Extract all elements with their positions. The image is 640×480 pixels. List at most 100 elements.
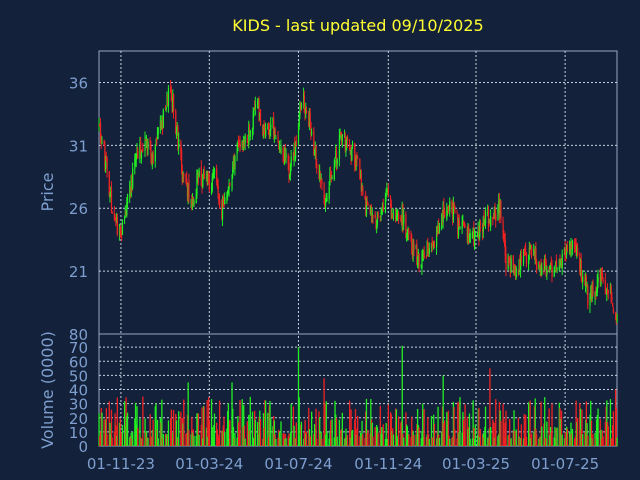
- volume-bar: [134, 418, 136, 446]
- price-candle-body: [581, 277, 583, 281]
- price-candle-body: [571, 244, 573, 249]
- x-tick-label: 01-11-24: [354, 455, 422, 473]
- volume-bar: [325, 401, 327, 446]
- volume-tick-label: 40: [69, 382, 88, 400]
- volume-bar: [161, 437, 164, 446]
- price-candle-body: [99, 124, 101, 127]
- price-candle-body: [156, 138, 158, 141]
- volume-bar: [141, 438, 143, 446]
- price-candle-body: [335, 152, 338, 164]
- price-candle-body: [395, 215, 397, 221]
- price-candle-body: [275, 137, 277, 139]
- volume-bar: [484, 406, 487, 446]
- price-candle-body: [432, 244, 434, 246]
- volume-bar: [152, 419, 154, 446]
- volume-bar: [379, 406, 381, 446]
- price-candle-body: [524, 249, 526, 252]
- price-candle-body: [339, 134, 341, 138]
- volume-bar: [244, 438, 246, 446]
- price-candle-body: [396, 215, 398, 219]
- volume-bar: [517, 417, 520, 446]
- volume-bar: [555, 428, 558, 446]
- price-candle-body: [285, 154, 287, 157]
- volume-bar: [411, 429, 414, 446]
- volume-bar: [104, 419, 107, 446]
- price-candle-body: [324, 198, 326, 208]
- price-candle-body: [564, 248, 566, 257]
- price-candle-body: [229, 182, 231, 187]
- price-candle-body: [121, 219, 124, 235]
- volume-bar: [508, 434, 510, 446]
- volume-bar: [595, 438, 597, 446]
- price-candle-body: [314, 148, 316, 155]
- price-candle-body: [589, 296, 591, 306]
- price-candle-body: [131, 173, 133, 186]
- volume-bar: [558, 402, 560, 446]
- price-candle-body: [152, 153, 154, 164]
- price-candle-body: [162, 117, 164, 128]
- volume-bar: [183, 399, 185, 446]
- price-candle-body: [357, 157, 359, 159]
- price-candle-body: [196, 175, 198, 196]
- price-candle-body: [458, 220, 460, 228]
- volume-bar: [432, 438, 434, 446]
- price-candle-body: [309, 112, 311, 122]
- price-candle-body: [171, 103, 173, 107]
- volume-bar: [166, 434, 168, 446]
- price-candle-body: [313, 130, 315, 155]
- volume-bar: [294, 438, 297, 446]
- volume-bar: [564, 432, 566, 446]
- volume-bar: [507, 435, 509, 446]
- volume-bar: [431, 437, 433, 446]
- price-candle-body: [510, 258, 512, 273]
- volume-bar: [175, 413, 177, 446]
- volume-bar: [533, 431, 535, 446]
- price-candle-body: [202, 173, 204, 188]
- price-candle-body: [452, 205, 454, 219]
- volume-bar: [528, 433, 531, 446]
- price-candle-body: [487, 209, 490, 227]
- volume-bar: [324, 434, 327, 446]
- volume-bar: [229, 420, 231, 446]
- volume-bar: [362, 433, 364, 446]
- price-candle-body: [503, 239, 506, 242]
- volume-bar: [115, 425, 117, 446]
- price-candle-body: [431, 242, 433, 246]
- volume-bar: [413, 435, 415, 446]
- volume-bar: [524, 436, 526, 446]
- volume-bar: [477, 409, 479, 446]
- volume-bar: [226, 411, 229, 446]
- volume-bar: [407, 433, 409, 446]
- price-candle-body: [114, 217, 116, 221]
- volume-bar: [523, 413, 525, 446]
- price-candle-body: [140, 151, 143, 159]
- volume-bar: [340, 428, 343, 446]
- volume-bar: [340, 430, 342, 446]
- volume-bar: [278, 431, 281, 446]
- price-candle-body: [188, 180, 190, 199]
- volume-tick-label: 10: [69, 424, 88, 442]
- volume-bar: [160, 422, 162, 446]
- volume-bar: [386, 438, 389, 446]
- volume-bar: [502, 403, 504, 446]
- volume-bar: [227, 403, 230, 446]
- volume-bar: [233, 438, 235, 446]
- price-candle-body: [352, 143, 354, 147]
- volume-bar: [121, 432, 123, 446]
- price-candle-body: [356, 154, 358, 160]
- price-candle-body: [321, 179, 323, 185]
- price-candle-body: [446, 210, 448, 220]
- price-candle-body: [390, 197, 392, 202]
- price-candle-body: [597, 277, 599, 283]
- volume-bar: [579, 408, 582, 446]
- volume-bar: [459, 397, 461, 446]
- volume-bar: [211, 427, 213, 446]
- price-candle-body: [257, 101, 259, 104]
- volume-bar: [212, 437, 214, 446]
- price-candle-body: [582, 276, 584, 283]
- price-candle-body: [549, 271, 551, 273]
- price-candle-body: [222, 198, 224, 203]
- volume-bar: [422, 403, 424, 446]
- volume-bar: [310, 437, 312, 446]
